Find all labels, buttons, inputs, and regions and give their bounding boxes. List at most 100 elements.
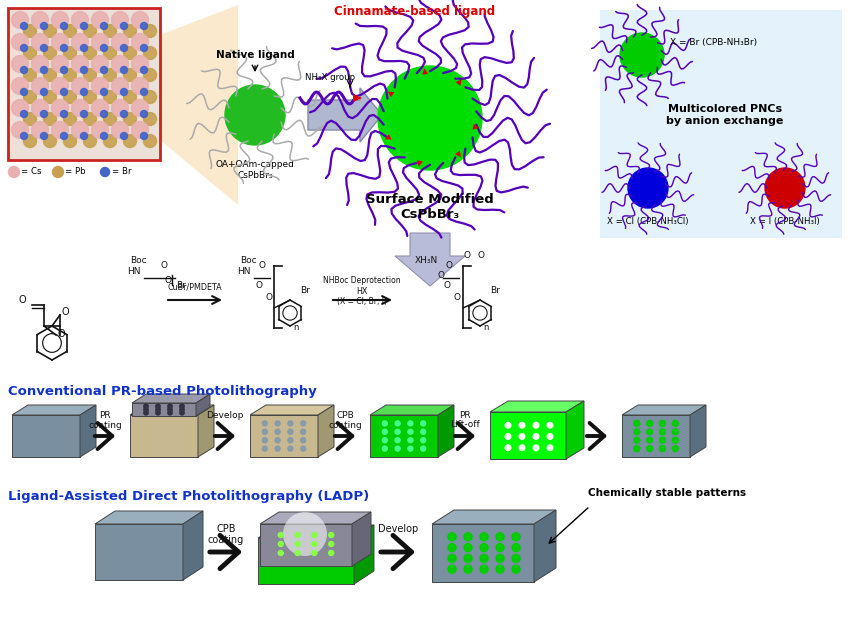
Circle shape (12, 34, 29, 51)
Circle shape (382, 421, 388, 426)
Circle shape (71, 122, 88, 139)
Circle shape (660, 437, 666, 443)
Circle shape (295, 542, 300, 547)
Circle shape (633, 446, 639, 452)
Circle shape (64, 47, 76, 59)
Circle shape (131, 34, 148, 51)
Circle shape (24, 135, 36, 147)
Circle shape (120, 89, 127, 95)
Circle shape (156, 407, 160, 412)
Polygon shape (354, 525, 374, 584)
Circle shape (124, 112, 137, 125)
Polygon shape (455, 79, 461, 86)
Text: = Br: = Br (112, 167, 131, 177)
Text: by anion exchange: by anion exchange (667, 116, 784, 126)
Circle shape (533, 445, 538, 451)
Text: Lift-off: Lift-off (450, 420, 480, 429)
Polygon shape (432, 524, 534, 582)
Polygon shape (370, 405, 454, 415)
Circle shape (295, 550, 300, 555)
Circle shape (421, 446, 426, 451)
Text: CPB: CPB (216, 524, 236, 534)
Circle shape (71, 56, 88, 72)
Circle shape (312, 542, 317, 547)
Circle shape (103, 69, 116, 82)
Circle shape (378, 66, 482, 170)
Circle shape (275, 429, 280, 434)
Polygon shape (198, 405, 214, 457)
Circle shape (92, 77, 109, 94)
Text: Multicolored PNCs: Multicolored PNCs (668, 104, 782, 114)
Text: O: O (453, 293, 460, 302)
Circle shape (448, 554, 456, 562)
Circle shape (275, 421, 280, 426)
Circle shape (660, 421, 666, 426)
Text: CsPbBr₃: CsPbBr₃ (400, 208, 460, 221)
Circle shape (143, 69, 157, 82)
Circle shape (60, 89, 68, 95)
Polygon shape (490, 412, 566, 459)
Circle shape (131, 77, 148, 94)
Circle shape (633, 421, 639, 426)
Circle shape (111, 34, 129, 51)
Text: Br: Br (300, 286, 310, 295)
Text: X = Cl (CPB-NH₃Cl): X = Cl (CPB-NH₃Cl) (607, 217, 689, 226)
Circle shape (512, 533, 520, 541)
Circle shape (71, 34, 88, 51)
Circle shape (41, 110, 47, 117)
Circle shape (81, 132, 87, 140)
Circle shape (92, 11, 109, 29)
Circle shape (143, 24, 157, 37)
Text: Boc: Boc (240, 256, 257, 265)
Circle shape (180, 411, 184, 415)
Circle shape (83, 135, 97, 147)
Circle shape (301, 437, 305, 442)
Circle shape (395, 429, 400, 434)
Polygon shape (250, 405, 334, 415)
Circle shape (120, 67, 127, 74)
Circle shape (24, 90, 36, 104)
Circle shape (111, 77, 129, 94)
Polygon shape (196, 394, 210, 416)
Circle shape (103, 112, 116, 125)
Circle shape (301, 446, 305, 451)
Circle shape (262, 437, 267, 442)
Polygon shape (258, 538, 354, 584)
Circle shape (124, 47, 137, 59)
Polygon shape (160, 5, 238, 205)
Circle shape (395, 421, 400, 426)
Circle shape (43, 90, 57, 104)
Circle shape (519, 422, 525, 428)
Circle shape (41, 89, 47, 95)
Circle shape (168, 411, 172, 415)
Circle shape (512, 565, 520, 573)
Circle shape (83, 24, 97, 37)
Polygon shape (690, 405, 706, 457)
Circle shape (124, 69, 137, 82)
Text: Cinnamate-based ligand: Cinnamate-based ligand (334, 5, 495, 18)
Circle shape (64, 112, 76, 125)
Circle shape (464, 533, 472, 541)
Text: CuBr/PMDETA: CuBr/PMDETA (168, 283, 222, 292)
Circle shape (480, 533, 488, 541)
Circle shape (288, 446, 293, 451)
Circle shape (81, 44, 87, 52)
Circle shape (52, 77, 69, 94)
Circle shape (646, 429, 653, 435)
Circle shape (43, 24, 57, 37)
Circle shape (395, 446, 400, 451)
Text: Br: Br (176, 281, 186, 290)
Circle shape (496, 544, 504, 552)
Text: HN: HN (237, 267, 250, 276)
Polygon shape (80, 405, 96, 457)
Circle shape (20, 22, 27, 29)
Circle shape (52, 56, 69, 72)
Circle shape (53, 167, 64, 177)
Circle shape (141, 132, 148, 140)
Polygon shape (370, 415, 438, 457)
Text: Native ligand: Native ligand (215, 50, 294, 60)
Bar (600, 10, 842, 238)
Text: O: O (463, 251, 470, 260)
Text: Boc: Boc (130, 256, 147, 265)
Text: O: O (62, 307, 70, 317)
